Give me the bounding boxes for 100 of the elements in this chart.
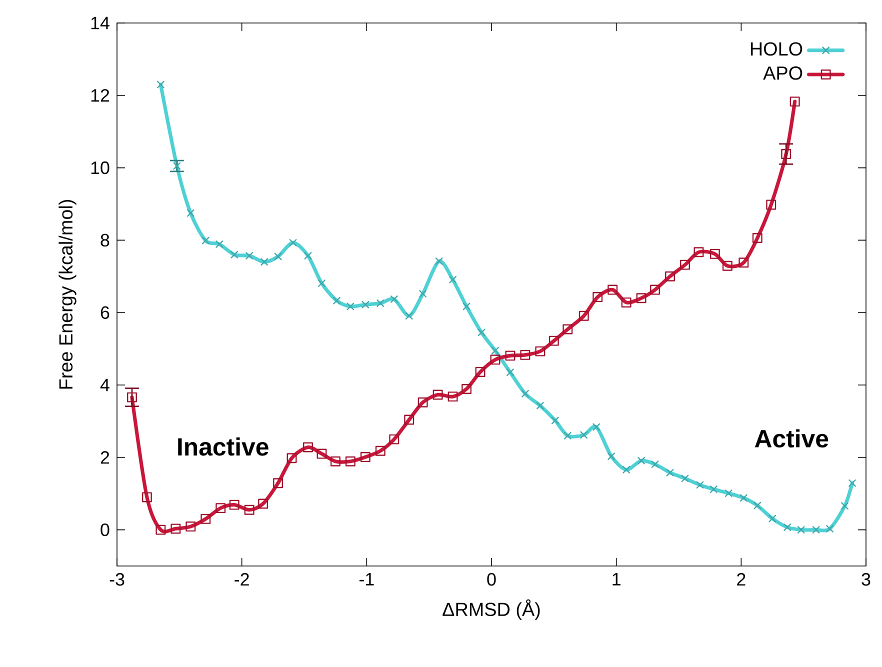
point [738, 258, 749, 268]
point [462, 384, 472, 394]
annotation: Active [754, 429, 828, 448]
point [492, 346, 499, 354]
point [710, 248, 720, 259]
y-tick-label: 4 [100, 378, 110, 392]
point [244, 504, 254, 515]
point [536, 402, 544, 410]
point [622, 466, 630, 474]
point [666, 468, 674, 476]
point [230, 250, 238, 258]
point [126, 392, 137, 402]
point [621, 297, 632, 308]
point [173, 162, 181, 170]
point [316, 448, 327, 459]
point [156, 80, 164, 88]
point [330, 456, 340, 466]
y-tick-label: 0 [100, 523, 110, 536]
point [722, 260, 732, 271]
point [752, 233, 762, 244]
x-tick-label: 0 [487, 573, 496, 586]
x-tick-label: -3 [110, 573, 124, 586]
point [304, 252, 312, 260]
point [216, 240, 224, 248]
point [229, 500, 240, 510]
point [432, 390, 443, 400]
annotation: Inactive [178, 437, 268, 456]
point [303, 442, 313, 452]
y-tick-label: 8 [100, 234, 110, 247]
point [333, 296, 340, 304]
point [404, 414, 414, 425]
point [848, 479, 856, 487]
point [246, 252, 254, 260]
point [260, 258, 268, 266]
point [200, 514, 211, 524]
x-tick-label: -1 [360, 573, 374, 586]
point [462, 302, 470, 310]
y-tick-label: 10 [91, 161, 110, 174]
point [142, 492, 152, 502]
point [638, 456, 645, 464]
point [435, 257, 443, 265]
point [362, 300, 370, 308]
point [680, 260, 690, 270]
point [389, 434, 400, 444]
y-tick-label: 6 [100, 306, 110, 319]
point [490, 354, 500, 365]
point [449, 276, 456, 284]
y-axis-title: Free Energy (kcal/mol) [58, 200, 76, 389]
x-tick-label: 2 [737, 573, 746, 586]
point [608, 452, 616, 460]
point [740, 494, 748, 502]
point [754, 502, 762, 510]
point [681, 474, 689, 482]
point [592, 292, 603, 302]
legend-label: HOLO [750, 42, 802, 56]
point [548, 336, 559, 346]
point [650, 284, 660, 295]
point [841, 502, 848, 510]
point [578, 310, 589, 321]
y-tick-label: 12 [91, 89, 110, 102]
point [405, 312, 413, 320]
point [202, 236, 210, 244]
point [522, 390, 529, 398]
point [506, 368, 514, 376]
point [592, 423, 600, 431]
point [562, 324, 573, 334]
point [790, 96, 800, 107]
point [375, 446, 386, 456]
point [505, 350, 516, 361]
point [520, 350, 530, 360]
point [724, 490, 732, 497]
point [665, 271, 675, 282]
point [273, 478, 284, 488]
point [694, 247, 704, 258]
point [580, 431, 588, 439]
point [636, 293, 646, 304]
point [186, 209, 194, 217]
point [274, 252, 282, 260]
point [475, 366, 486, 377]
point [419, 290, 427, 298]
point [289, 239, 297, 246]
y-tick-label: 14 [91, 16, 110, 30]
point [768, 514, 776, 522]
y-tick-label: 2 [100, 451, 110, 464]
point [418, 397, 428, 408]
legend-label: APO [763, 66, 802, 80]
point [216, 503, 226, 514]
point [696, 481, 704, 489]
point [376, 299, 384, 307]
point [651, 460, 659, 468]
point [346, 302, 354, 310]
point [564, 432, 572, 440]
x-tick-label: 1 [612, 573, 620, 586]
point [186, 522, 196, 532]
point [812, 526, 820, 534]
line-series [156, 80, 856, 534]
point [797, 526, 805, 534]
point [478, 328, 486, 336]
point [360, 452, 370, 462]
point [766, 200, 776, 210]
